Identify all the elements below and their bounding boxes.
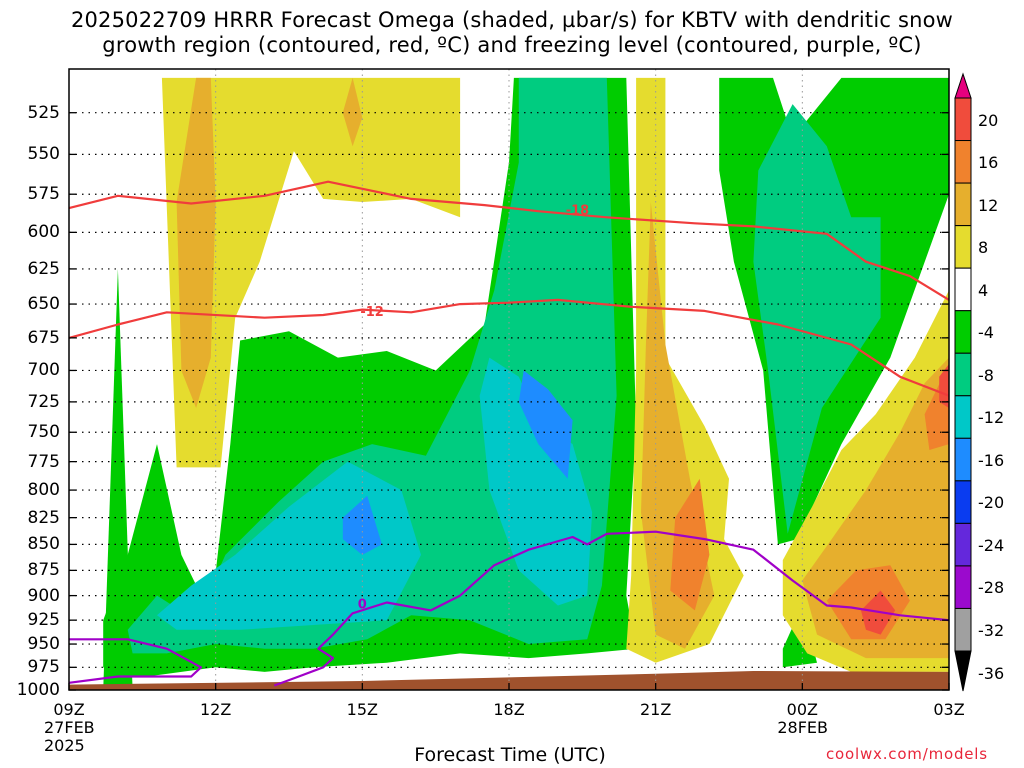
x-axis-title: Forecast Time (UTC): [414, 744, 606, 766]
x-tick-label: 03Z: [933, 700, 965, 719]
x-tick-label: 09Z: [53, 700, 85, 719]
freezing-contour-1: [273, 530, 950, 687]
omega-region-8: [342, 495, 382, 555]
credit-link[interactable]: coolwx.com/models: [826, 745, 988, 763]
y-tick-label: 650: [27, 294, 60, 315]
y-tick-label: 575: [27, 184, 60, 205]
omega-region-14: [342, 77, 363, 147]
colorbar-tick-label: -8: [978, 365, 994, 385]
y-tick-label: 600: [27, 222, 60, 243]
y-tick-label: 950: [27, 634, 60, 655]
omega-region-17: [670, 478, 710, 611]
colorbar-bin: [954, 267, 972, 312]
y-tick-label: 875: [27, 560, 60, 581]
omega-region-9: [518, 370, 573, 479]
y-tick-label: 825: [27, 507, 60, 528]
colorbar-bin: [954, 225, 972, 269]
y-tick-label: 700: [27, 360, 60, 381]
omega-region-7: [479, 357, 593, 606]
colorbar-top-arrow: [954, 72, 972, 99]
omega-region-21: [939, 364, 949, 408]
chart-title-line-2: growth region (contoured, red, ºC) and f…: [102, 33, 922, 57]
x-tick-label: 00Z: [786, 700, 818, 719]
x-tick-label: 15Z: [346, 700, 378, 719]
omega-region-18: [826, 565, 910, 640]
y-tick-label: 1000: [16, 680, 60, 700]
colorbar-bin: [954, 480, 972, 524]
colorbar-tick-label: 16: [978, 153, 999, 173]
dgz-contour-1-label: -12: [360, 305, 384, 320]
colorbar-bin: [954, 310, 972, 354]
freezing-contour-0: [68, 638, 203, 684]
colorbar-tick-label: 12: [978, 195, 999, 215]
colorbar-bottom-arrow: [954, 650, 972, 692]
colorbar-bin: [954, 97, 972, 142]
x-tick-label: 12Z: [199, 700, 232, 719]
colorbar-bin: [954, 352, 972, 397]
colorbar-tick-label: 8: [978, 238, 989, 258]
y-tick-label: 975: [27, 657, 60, 678]
colorbar-tick-label: -16: [978, 450, 1005, 470]
x-tick-label: 18Z: [493, 700, 525, 719]
colorbar-tick-label: -36: [978, 663, 1005, 683]
colorbar-tick-label: 4: [978, 280, 989, 300]
y-tick-label: 675: [27, 327, 60, 348]
colorbar-tick-label: -24: [978, 535, 1005, 555]
y-tick-label: 800: [27, 480, 60, 501]
colorbar-bin: [954, 182, 972, 227]
y-tick-label: 900: [27, 585, 60, 606]
omega-region-16: [802, 357, 949, 659]
colorbar-tick-label: -12: [978, 408, 1005, 428]
contour-line-layer: -18 -12 0: [68, 180, 950, 687]
omega-region-10: [161, 77, 461, 468]
y-tick-label: 850: [27, 534, 60, 555]
colorbar-tick-label: 20: [978, 110, 999, 130]
colorbar-bin: [954, 565, 972, 609]
colorbar-bin: [954, 140, 972, 184]
x-date-label: 28FEB: [777, 718, 828, 737]
colorbar-bin: [954, 522, 972, 567]
colorbar-bin: [954, 437, 972, 482]
y-tick-label: 525: [27, 102, 60, 123]
omega-region-13: [176, 77, 216, 409]
colorbar-bin: [954, 607, 972, 652]
dgz-contour-1: [68, 298, 950, 397]
y-tick-label: 925: [27, 610, 60, 631]
omega-region-5: [753, 104, 881, 534]
colorbar-tick-label: -20: [978, 493, 1005, 513]
omega-region-6: [157, 461, 421, 630]
chart-title-line-1: 2025022709 HRRR Forecast Omega (shaded, …: [70, 8, 954, 32]
dgz-contour-0: [68, 180, 950, 301]
colorbar-bin: [954, 395, 972, 439]
colorbar-tick-label: -28: [978, 578, 1005, 598]
y-tick-label: 775: [27, 451, 60, 472]
axes-layer: [68, 68, 950, 691]
freezing-contour-0-label: 0: [358, 598, 367, 613]
dgz-contour-0-label: -18: [566, 204, 590, 219]
x-tick-label: 21Z: [639, 700, 672, 719]
y-tick-label: 550: [27, 144, 60, 165]
y-tick-label: 750: [27, 422, 60, 443]
colorbar-tick-label: -4: [978, 323, 994, 343]
omega-region-4: [127, 77, 617, 654]
colorbar: [954, 72, 972, 692]
omega-fill-layer: [103, 77, 949, 690]
y-tick-label: 625: [27, 258, 60, 279]
x-date-label: 2025: [44, 736, 85, 755]
y-tick-label: 725: [27, 391, 60, 412]
colorbar-tick-label: -32: [978, 621, 1005, 640]
x-date-label: 27FEB: [44, 718, 95, 737]
